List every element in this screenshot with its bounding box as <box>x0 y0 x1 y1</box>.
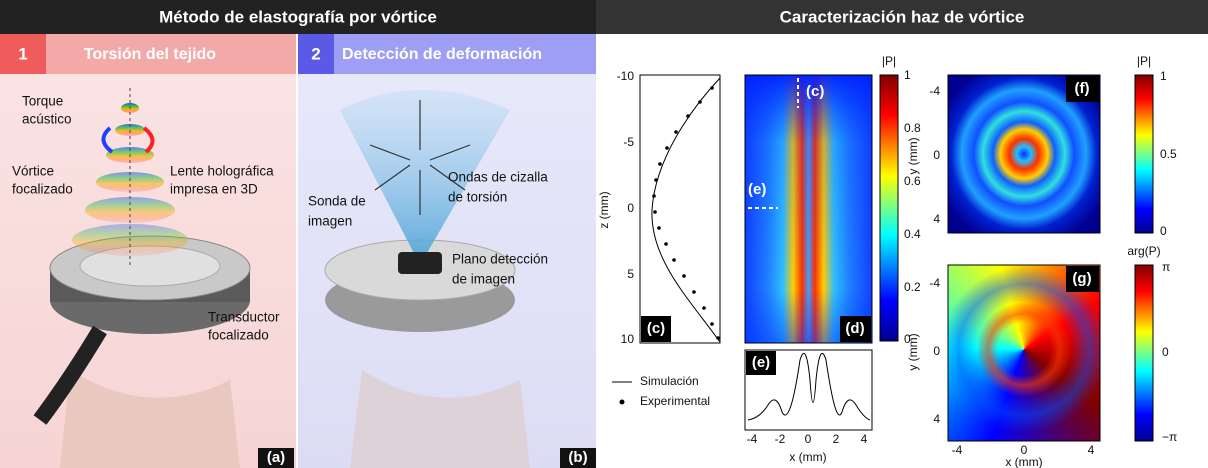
y-tick-label: -4 <box>929 276 940 290</box>
colorbar-tick-label: 1 <box>1160 69 1167 83</box>
colorbar-tick-label: 0 <box>1160 224 1167 238</box>
legend-marker <box>620 400 625 405</box>
x-tick-label: 4 <box>861 432 868 446</box>
colorbar <box>880 75 898 341</box>
colorbar-label: arg(P) <box>1127 244 1160 258</box>
y-tick-label: 5 <box>627 267 634 281</box>
y-axis-label: y (mm) <box>906 333 920 370</box>
colorbar-tick-label: 0.8 <box>904 121 921 135</box>
x-tick-label: -2 <box>775 432 786 446</box>
x-tick-label: -4 <box>747 432 758 446</box>
annotation: de imagen <box>452 272 515 287</box>
panel-tag: (a) <box>267 449 285 466</box>
x-axis-label: x (mm) <box>789 450 826 464</box>
colorbar-tick-label: 0.2 <box>904 280 921 294</box>
y-tick-label: 4 <box>933 212 940 226</box>
panel-tag: (g) <box>1072 270 1091 287</box>
figure: Método de elastografía por vórtice Carac… <box>0 0 1208 468</box>
x-tick-label: -4 <box>952 443 963 457</box>
panel-tag: (d) <box>845 320 864 337</box>
annotation: Plano detección <box>452 252 548 267</box>
y-tick-label: -5 <box>623 135 634 149</box>
marker-label: (e) <box>748 181 766 198</box>
colorbar-label: |P| <box>1137 54 1151 68</box>
annotation: focalizado <box>12 182 73 197</box>
legend-entry: Experimental <box>640 394 710 408</box>
x-axis-label: x (mm) <box>1005 455 1042 468</box>
y-tick-label: 0 <box>933 148 940 162</box>
y-tick-label: 4 <box>933 412 940 426</box>
annotation: impresa en 3D <box>170 182 258 197</box>
y-axis-label: z (mm) <box>597 191 611 228</box>
legend-entry: Simulación <box>640 374 699 388</box>
panel-tag: (b) <box>568 449 587 466</box>
step-label: Detección de deformación <box>342 46 542 63</box>
colorbar-tick-label: π <box>1162 260 1170 274</box>
colorbar-tick-label: 1 <box>904 68 911 82</box>
colorbar-tick-label: 0.6 <box>904 174 921 188</box>
annotation: Vórtice <box>12 164 54 179</box>
step-number: 2 <box>311 44 320 63</box>
marker-label: (c) <box>806 83 824 100</box>
page: Vortex elastography figure {"header":{"l… <box>0 0 1208 468</box>
colorbar <box>1135 75 1153 233</box>
annotation: de torsión <box>448 190 507 205</box>
right-title: Caracterización haz de vórtice <box>780 7 1025 26</box>
x-tick-label: 2 <box>833 432 840 446</box>
annotation: acústico <box>22 112 72 127</box>
step-number: 1 <box>18 44 27 63</box>
annotation: Transductor <box>208 310 280 325</box>
step-label: Torsión del tejido <box>84 46 216 63</box>
panel-tag: (c) <box>647 320 665 337</box>
annotation: Torque <box>22 94 63 109</box>
colorbar-tick-label: 0 <box>1162 345 1169 359</box>
colorbar-tick-label: 0.4 <box>904 227 921 241</box>
colorbar-label: |P| <box>882 54 896 68</box>
annotation: focalizado <box>208 328 269 343</box>
x-tick-label: 4 <box>1088 443 1095 457</box>
y-tick-label: -4 <box>929 84 940 98</box>
colorbar-tick-label: 0.5 <box>1160 147 1177 161</box>
panel-tag: (f) <box>1075 80 1090 97</box>
y-tick-label: 10 <box>621 332 635 346</box>
annotation: Sonda de <box>308 194 366 209</box>
y-tick-label: -10 <box>617 69 635 83</box>
panel-tag: (e) <box>752 354 770 371</box>
left-title: Método de elastografía por vórtice <box>159 7 437 26</box>
colorbar <box>1135 265 1153 441</box>
y-tick-label: 0 <box>627 201 634 215</box>
annotation: Ondas de cizalla <box>448 170 548 185</box>
annotation: imagen <box>308 214 352 229</box>
imaging-probe <box>398 252 442 274</box>
y-axis-label: y (mm) <box>906 137 920 174</box>
x-tick-label: 0 <box>805 432 812 446</box>
annotation: Lente holográfica <box>170 164 274 179</box>
y-tick-label: 0 <box>933 344 940 358</box>
body: Método de elastografía por vórtice Carac… <box>0 0 1208 468</box>
colorbar-tick-label: −π <box>1162 430 1177 444</box>
